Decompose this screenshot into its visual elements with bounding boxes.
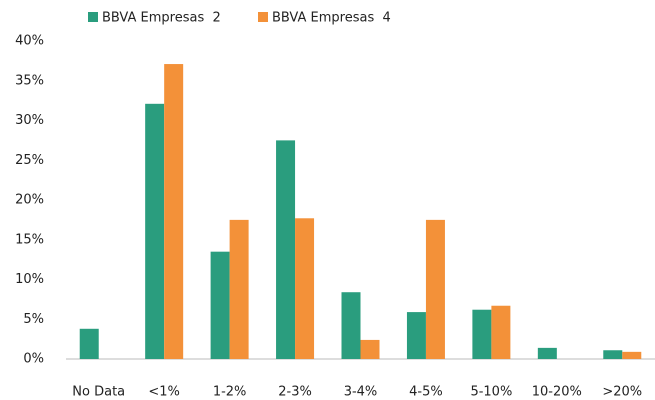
x-tick-label: 5-10% [470, 385, 512, 400]
bar [229, 219, 249, 359]
bar [341, 292, 361, 359]
x-tick-label: 2-3% [278, 385, 312, 400]
bar [295, 218, 315, 359]
y-tick-label: 40% [15, 34, 44, 49]
y-tick-label: 25% [15, 153, 44, 168]
x-tick-label: No Data [72, 385, 125, 400]
bar [360, 339, 380, 359]
bar [491, 305, 511, 359]
bar [472, 309, 492, 359]
x-tick-label: >20% [602, 385, 642, 400]
y-tick-label: 35% [15, 73, 44, 88]
y-tick-label: 20% [15, 193, 44, 208]
bar [164, 64, 184, 360]
legend-swatch [88, 12, 98, 22]
bar [79, 328, 99, 359]
y-tick-label: 30% [15, 113, 44, 128]
y-tick-label: 5% [23, 312, 44, 327]
bar [622, 351, 642, 359]
legend-label: BBVA Empresas 4 [272, 11, 391, 26]
bar [603, 350, 623, 359]
y-tick-label: 10% [15, 272, 44, 287]
bar [210, 251, 230, 359]
bar [406, 312, 426, 359]
legend-label: BBVA Empresas 2 [102, 11, 221, 26]
bar [537, 347, 557, 359]
bar [425, 219, 445, 359]
x-tick-label: <1% [148, 385, 180, 400]
legend-swatch [258, 12, 268, 22]
bar [276, 140, 296, 359]
bar [145, 103, 165, 360]
x-tick-label: 3-4% [344, 385, 378, 400]
y-tick-label: 15% [15, 232, 44, 247]
x-tick-label: 10-20% [532, 385, 582, 400]
x-tick-label: 1-2% [213, 385, 247, 400]
x-tick-label: 4-5% [409, 385, 443, 400]
y-tick-label: 0% [23, 352, 44, 367]
